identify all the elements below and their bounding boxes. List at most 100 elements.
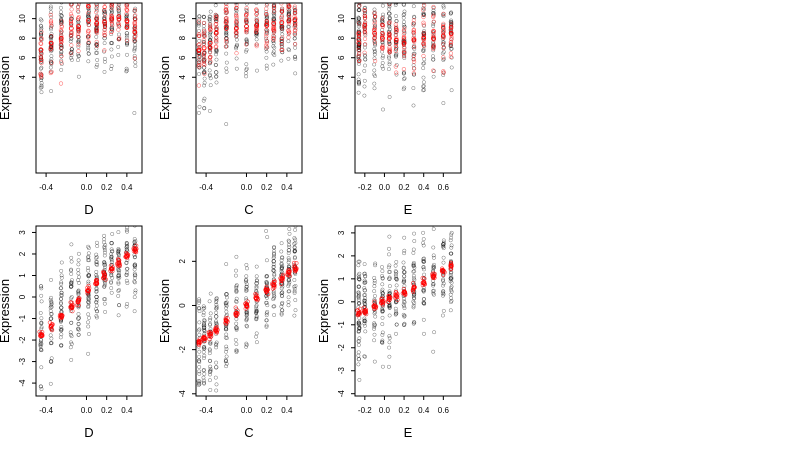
observed-point	[292, 278, 297, 282]
observed-point	[449, 88, 454, 93]
observed-point	[39, 18, 44, 23]
observed-point	[214, 304, 219, 309]
fitted-point	[132, 56, 137, 61]
observed-point	[380, 305, 385, 309]
observed-point	[387, 354, 392, 359]
observed-point	[380, 18, 385, 23]
observed-point	[244, 37, 249, 42]
observed-point	[387, 252, 391, 257]
observed-point	[401, 312, 406, 317]
observed-point	[196, 300, 201, 305]
fitted-point	[76, 27, 81, 32]
fitted-point	[358, 306, 363, 311]
fitted-point	[85, 285, 90, 290]
observed-point	[411, 250, 416, 255]
observed-point	[132, 111, 137, 115]
fitted-point	[264, 40, 269, 46]
fitted-point	[254, 23, 260, 28]
observed-point	[380, 287, 385, 292]
observed-point	[440, 313, 445, 318]
observed-point	[117, 0, 120, 1]
observed-point	[86, 279, 91, 284]
observed-point	[449, 270, 454, 275]
observed-point	[196, 28, 201, 33]
observed-point	[431, 349, 436, 354]
observed-point	[402, 45, 407, 50]
observed-point	[59, 10, 63, 15]
observed-point	[224, 361, 229, 366]
observed-point	[196, 58, 201, 63]
observed-point	[234, 66, 239, 71]
observed-point	[422, 29, 427, 33]
observed-point	[421, 75, 426, 80]
observed-point	[279, 312, 284, 317]
fitted-point	[102, 27, 107, 32]
observed-point	[87, 332, 91, 336]
fitted-point	[109, 3, 114, 7]
observed-point	[132, 53, 137, 58]
observed-point	[95, 41, 99, 46]
observed-point	[110, 232, 115, 236]
fitted-point	[109, 29, 114, 34]
observed-point	[48, 10, 53, 15]
observed-point	[272, 273, 277, 278]
observed-point	[102, 41, 107, 46]
observed-point	[94, 252, 99, 257]
observed-point	[357, 22, 362, 26]
observed-point	[271, 297, 276, 302]
fitted-point	[86, 18, 91, 24]
fitted-point	[49, 60, 54, 65]
observed-point	[48, 49, 53, 54]
observed-point	[380, 309, 385, 314]
fitted-point	[76, 48, 81, 54]
observed-point	[243, 279, 248, 284]
fitted-point	[254, 44, 259, 49]
fitted-point	[201, 335, 206, 340]
fitted-point	[49, 69, 54, 74]
fitted-point	[201, 38, 206, 43]
observed-point	[234, 342, 239, 347]
fitted-point	[411, 31, 416, 36]
fitted-point	[362, 13, 368, 19]
observed-point	[223, 327, 228, 332]
fitted-point	[74, 303, 80, 308]
observed-point	[49, 277, 53, 282]
observed-point	[207, 61, 212, 66]
observed-point	[133, 288, 138, 293]
fitted-point	[58, 38, 64, 43]
observed-point	[432, 330, 437, 335]
fitted-point	[401, 35, 406, 40]
fitted-point	[363, 31, 368, 36]
fitted-point	[201, 53, 206, 58]
observed-point	[387, 270, 392, 274]
observed-point	[372, 52, 377, 57]
fitted-point	[431, 29, 437, 34]
observed-point	[75, 327, 80, 332]
observed-point	[448, 276, 453, 281]
fitted-point	[109, 3, 114, 5]
observed-point	[94, 314, 99, 318]
observed-point	[102, 253, 107, 258]
fitted-point	[115, 263, 120, 268]
observed-point	[357, 61, 361, 66]
fitted-point	[287, 269, 292, 274]
observed-point	[287, 9, 292, 14]
fitted-point	[272, 285, 277, 290]
observed-point	[372, 81, 377, 86]
observed-point	[214, 57, 219, 62]
fitted-point	[76, 3, 81, 5]
fitted-point	[234, 14, 239, 19]
observed-point	[449, 65, 454, 70]
observed-point	[380, 315, 385, 320]
fitted-point	[264, 20, 270, 25]
observed-point	[116, 288, 121, 293]
y-tick-label: -1	[337, 321, 346, 329]
x-axis-title: C	[244, 202, 253, 217]
fitted-point	[245, 0, 249, 2]
fitted-point	[223, 44, 229, 49]
observed-point	[441, 289, 446, 294]
fitted-point	[103, 0, 107, 2]
observed-point	[214, 319, 219, 324]
fitted-point	[361, 305, 366, 311]
observed-point	[124, 241, 129, 246]
